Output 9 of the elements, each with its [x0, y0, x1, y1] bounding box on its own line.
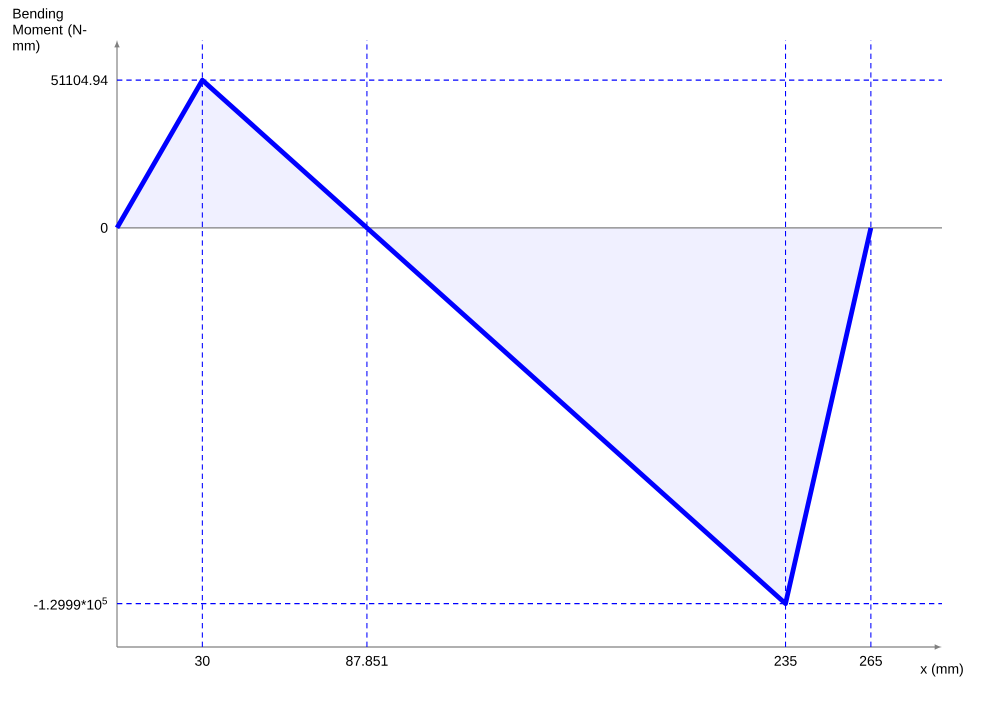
- y-tick-label: -1.2999*10$^{5}$: [34, 598, 107, 610]
- y-tick-label: 0: [100, 222, 108, 233]
- x-tick-label: 87.851: [346, 656, 388, 666]
- x-tick-label: 235: [774, 656, 797, 666]
- y-tick-label: 51104.94: [51, 75, 108, 86]
- x-tick-label: 30: [195, 656, 210, 666]
- x-axis-title: x (mm): [920, 663, 963, 677]
- y-axis-title: Bending Moment (N-mm): [13, 8, 86, 54]
- x-tick-label: 265: [860, 656, 882, 666]
